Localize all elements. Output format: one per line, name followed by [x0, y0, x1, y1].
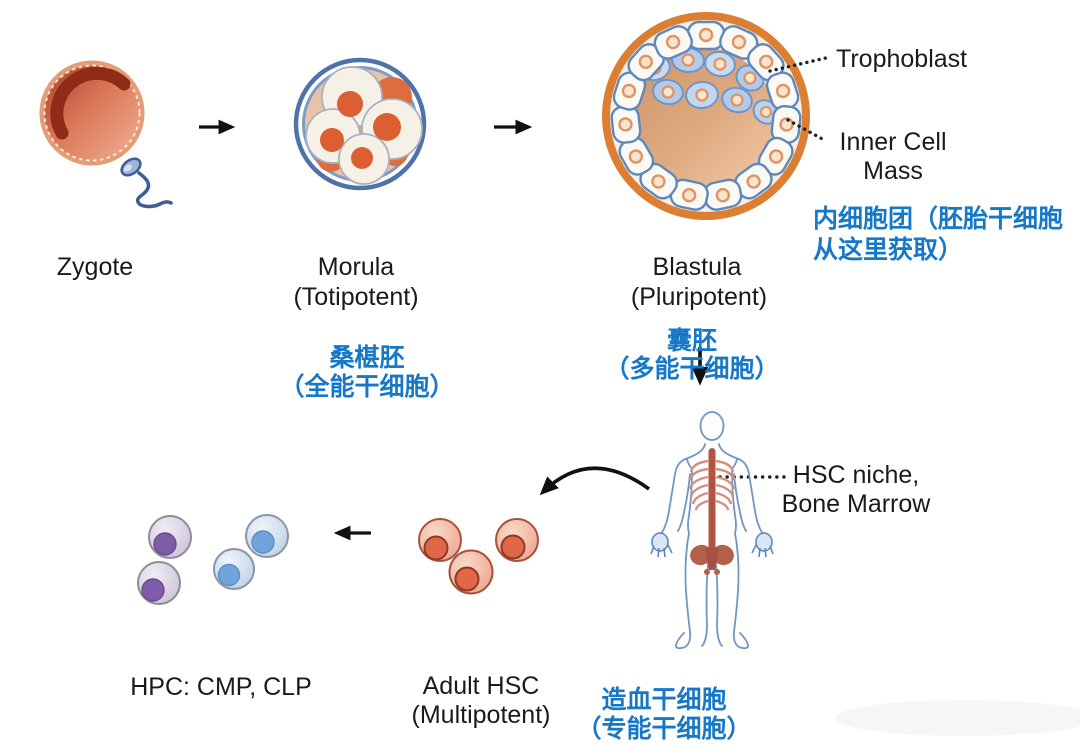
background-smudge	[835, 700, 1080, 736]
curved-arrow-icon	[539, 466, 651, 496]
morula-cn-label: 桑椹胚 （全能干细胞）	[279, 344, 455, 401]
inner-cell-mass-leader-line	[786, 118, 828, 143]
inner-cell-mass-callout-label: Inner Cell Mass	[839, 128, 947, 185]
hands	[650, 532, 774, 558]
morula-potency-label: (Totipotent)	[293, 283, 419, 311]
trophoblast-ring	[610, 20, 802, 211]
blastula-cn-label: 囊胚 （多能干细胞）	[604, 327, 780, 383]
hsc-niche-callout-label: HSC niche, Bone Marrow	[781, 461, 931, 518]
trophoblast-callout-label: Trophoblast	[836, 45, 968, 73]
trophoblast-leader-line	[768, 55, 832, 73]
adult-hsc-label: Adult HSC (Multipotent)	[411, 672, 551, 729]
blastula-label: Blastula	[652, 253, 742, 281]
zygote-illustration	[39, 60, 145, 166]
human-body-illustration	[650, 411, 774, 649]
morula-illustration	[293, 57, 427, 191]
skeleton	[688, 448, 736, 575]
adult-hsc-cn-label: 造血干细胞 （专能干细胞）	[576, 686, 752, 743]
adult-hsc-cells-illustration	[418, 518, 539, 595]
zygote-label: Zygote	[56, 253, 134, 281]
hpc-cells-illustration	[137, 514, 289, 605]
blastula-potency-label: (Pluripotent)	[630, 283, 768, 311]
blastula-illustration	[602, 12, 810, 220]
morula-label: Morula	[317, 253, 395, 281]
sperm-icon	[120, 157, 173, 209]
hpc-label: HPC: CMP, CLP	[130, 673, 312, 701]
icm-cn-callout-label: 内细胞团（胚胎干细胞 从这里获取）	[813, 205, 1064, 264]
